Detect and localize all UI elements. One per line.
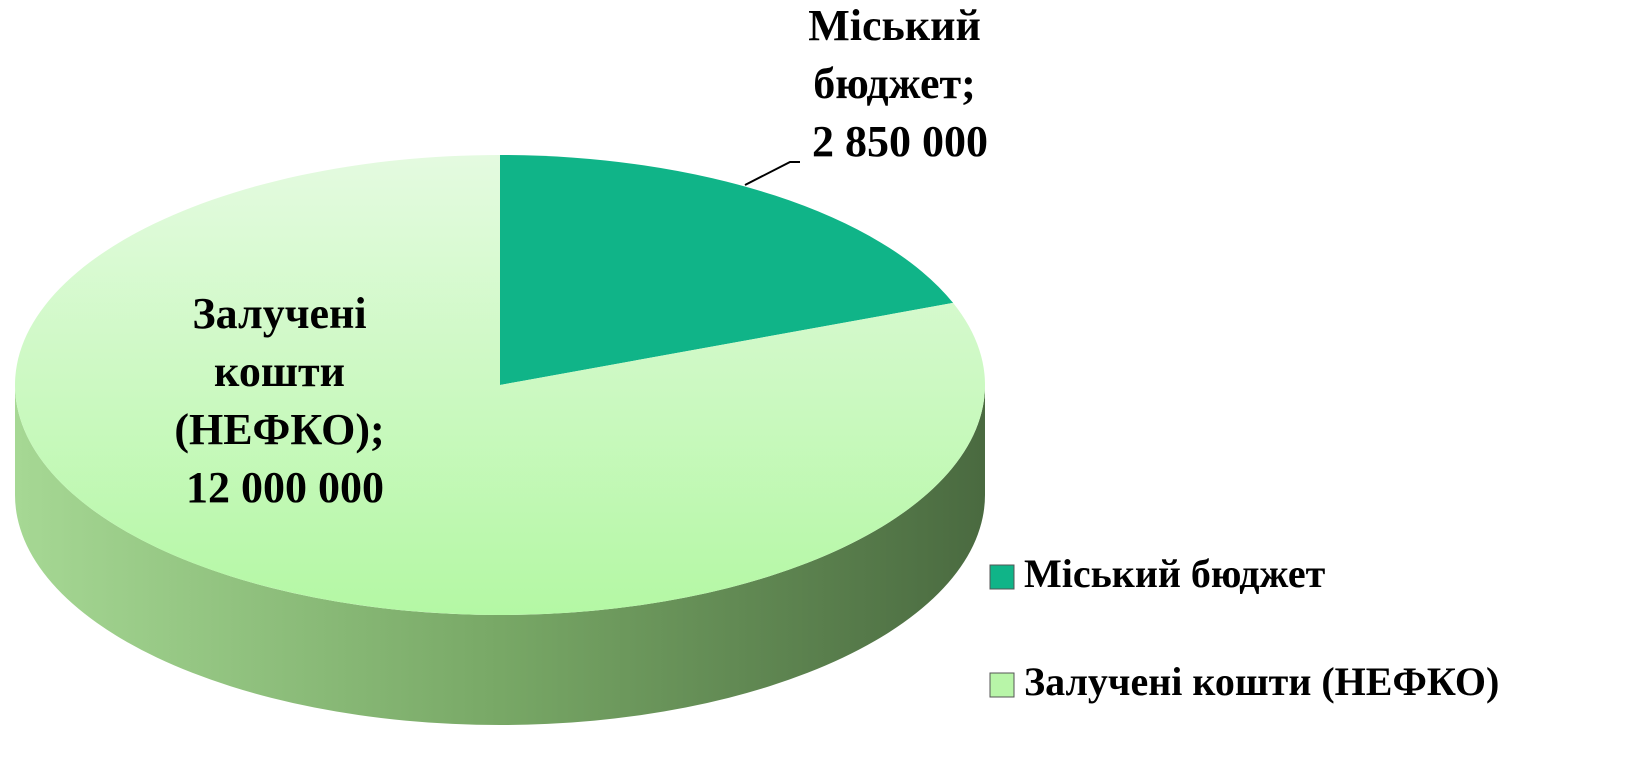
pie-slice	[15, 154, 986, 615]
data-label: Залучені кошти (НЕФКО); 12 000 000	[174, 289, 395, 512]
pie-slice	[500, 155, 954, 385]
legend-swatch	[989, 564, 1015, 590]
data-label: Міський бюджет; 2 850 000	[808, 1, 992, 166]
legend-label: Міський бюджет	[1024, 551, 1326, 596]
legend-label: Залучені кошти (НЕФКО)	[1024, 659, 1499, 704]
legend-swatch	[989, 672, 1015, 698]
leader-line	[744, 161, 800, 186]
pie-side	[15, 385, 985, 725]
